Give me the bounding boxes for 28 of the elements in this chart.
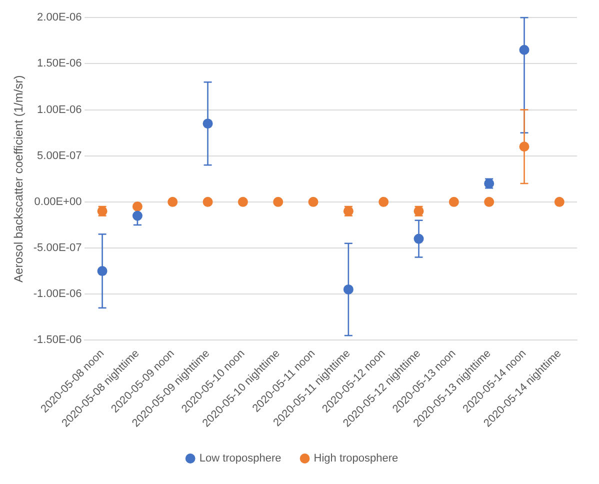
point — [132, 210, 142, 221]
y-tick-label: -5.00E-07 — [33, 242, 82, 254]
point — [308, 196, 318, 207]
y-tick-label: 5.00E-07 — [37, 150, 82, 162]
point — [97, 266, 108, 276]
legend-label: High troposphere — [314, 452, 398, 465]
point — [273, 196, 284, 207]
y-tick-label: -1.50E-06 — [33, 334, 82, 346]
point — [484, 196, 494, 207]
point — [202, 118, 213, 129]
y-tick-label: 2.00E-06 — [37, 12, 82, 24]
point — [132, 202, 142, 212]
y-tick-label: 1.00E-06 — [37, 104, 82, 116]
y-tick-label: 1.50E-06 — [37, 58, 82, 70]
legend-label: Low troposphere — [199, 452, 282, 465]
point — [519, 44, 530, 55]
y-tick-label: 0.00E+00 — [34, 196, 82, 208]
point — [202, 196, 213, 207]
point — [554, 196, 564, 207]
point — [343, 284, 354, 294]
point — [238, 196, 248, 207]
point — [378, 196, 389, 207]
y-axis-title: Aerosol backscatter coefficient (1/m/sr) — [12, 75, 26, 282]
point — [519, 142, 530, 152]
point — [168, 196, 178, 207]
y-tick-label: -1.00E-06 — [33, 288, 82, 300]
point — [448, 196, 459, 207]
point — [414, 234, 424, 244]
